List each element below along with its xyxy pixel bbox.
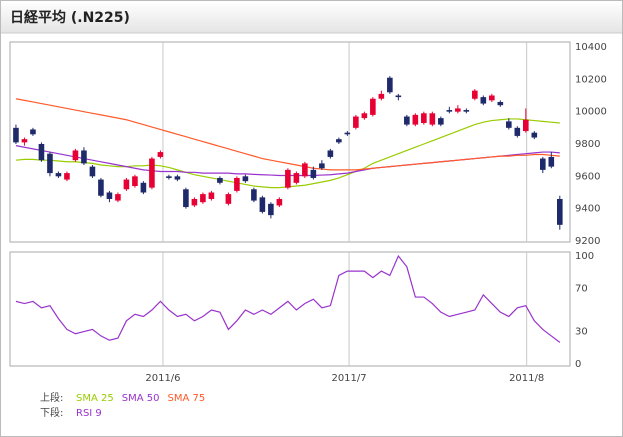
candle-body bbox=[506, 121, 512, 128]
legend-label: 下段: bbox=[40, 406, 63, 419]
y-tick-label: 10400 bbox=[575, 42, 607, 53]
candle-body bbox=[89, 166, 96, 177]
candle-body bbox=[412, 114, 419, 125]
candle-body bbox=[200, 194, 206, 203]
candle-body bbox=[446, 110, 453, 112]
candle-body bbox=[387, 77, 393, 93]
y-tick-label: 9800 bbox=[575, 139, 600, 150]
candle-body bbox=[268, 203, 274, 216]
candle-body bbox=[191, 198, 198, 206]
candle-body bbox=[225, 194, 232, 204]
candle-body bbox=[30, 129, 36, 135]
candle-body bbox=[140, 182, 147, 193]
rsi-panel bbox=[9, 251, 571, 367]
candle-body bbox=[344, 132, 351, 135]
y-tick-label: 30 bbox=[575, 327, 588, 338]
y-tick-label: 10200 bbox=[575, 74, 607, 85]
candle-body bbox=[183, 189, 189, 208]
candle-body bbox=[251, 189, 257, 201]
candle-body bbox=[429, 113, 436, 125]
candle-body bbox=[531, 132, 538, 138]
legend-label: 上段: bbox=[40, 391, 63, 404]
candle-body bbox=[514, 127, 521, 136]
y-tick-label: 70 bbox=[575, 283, 588, 294]
candle-body bbox=[64, 173, 70, 180]
candle-body bbox=[242, 176, 249, 182]
y-tick-label: 9600 bbox=[575, 171, 600, 182]
candle-body bbox=[81, 150, 87, 164]
header bbox=[1, 1, 622, 33]
candle-body bbox=[472, 90, 478, 99]
y-tick-label: 10000 bbox=[575, 107, 607, 118]
y-tick-label: 0 bbox=[575, 359, 581, 370]
candle-body bbox=[132, 176, 138, 187]
candle-body bbox=[149, 158, 155, 188]
candle-body bbox=[276, 198, 283, 206]
candle-body bbox=[47, 153, 53, 174]
candle-body bbox=[293, 173, 300, 183]
candle-body bbox=[208, 192, 215, 199]
candle-body bbox=[234, 177, 240, 191]
candle-body bbox=[157, 152, 164, 157]
chart-title: 日経平均 (.N225) bbox=[10, 9, 130, 26]
y-tick-label: 100 bbox=[575, 251, 594, 262]
candle-body bbox=[523, 119, 529, 132]
legend-entry: SMA 50 bbox=[122, 393, 160, 404]
candle-body bbox=[540, 158, 546, 170]
x-tick-label: 2011/6 bbox=[145, 373, 180, 384]
candle-body bbox=[378, 93, 385, 99]
line-series bbox=[15, 254, 561, 343]
candle-body bbox=[557, 198, 563, 225]
candle-body bbox=[166, 176, 172, 178]
candle-body bbox=[21, 139, 28, 143]
candle-body bbox=[489, 95, 495, 101]
candle-body bbox=[13, 127, 19, 143]
candle-body bbox=[438, 118, 444, 125]
candle-body bbox=[174, 176, 181, 180]
legend-entry: RSI 9 bbox=[76, 408, 102, 419]
candle-body bbox=[106, 192, 113, 199]
y-tick-label: 9400 bbox=[575, 204, 600, 215]
candle-body bbox=[98, 179, 104, 196]
candle-body bbox=[55, 173, 62, 177]
candle-body bbox=[217, 177, 223, 183]
candle-body bbox=[302, 163, 308, 177]
candle-body bbox=[395, 95, 402, 98]
candle-body bbox=[353, 116, 359, 128]
legend-entry: SMA 75 bbox=[167, 393, 205, 404]
candle-body bbox=[285, 169, 291, 188]
candle-body bbox=[463, 110, 470, 112]
candle-body bbox=[310, 169, 317, 178]
price-panel bbox=[9, 41, 571, 243]
y-tick-label: 9200 bbox=[575, 236, 600, 247]
candle-body bbox=[497, 101, 504, 106]
candle-body bbox=[38, 144, 45, 161]
candle-body bbox=[336, 139, 342, 143]
x-tick-label: 2011/8 bbox=[509, 373, 544, 384]
candle-body bbox=[361, 113, 368, 119]
x-tick-label: 2011/7 bbox=[331, 373, 366, 384]
candle-body bbox=[421, 113, 427, 123]
candle-body bbox=[123, 179, 130, 190]
line-series bbox=[15, 98, 560, 171]
candle-body bbox=[404, 116, 410, 125]
candle-body bbox=[259, 197, 266, 212]
candle-body bbox=[480, 97, 487, 104]
candle-body bbox=[548, 156, 555, 167]
candle-body bbox=[327, 150, 334, 157]
legend-entry: SMA 25 bbox=[76, 393, 114, 404]
candle-body bbox=[370, 98, 376, 115]
candle-body bbox=[455, 108, 461, 112]
candle-body bbox=[72, 150, 79, 161]
candle-body bbox=[115, 194, 121, 201]
candle-body bbox=[319, 163, 325, 169]
